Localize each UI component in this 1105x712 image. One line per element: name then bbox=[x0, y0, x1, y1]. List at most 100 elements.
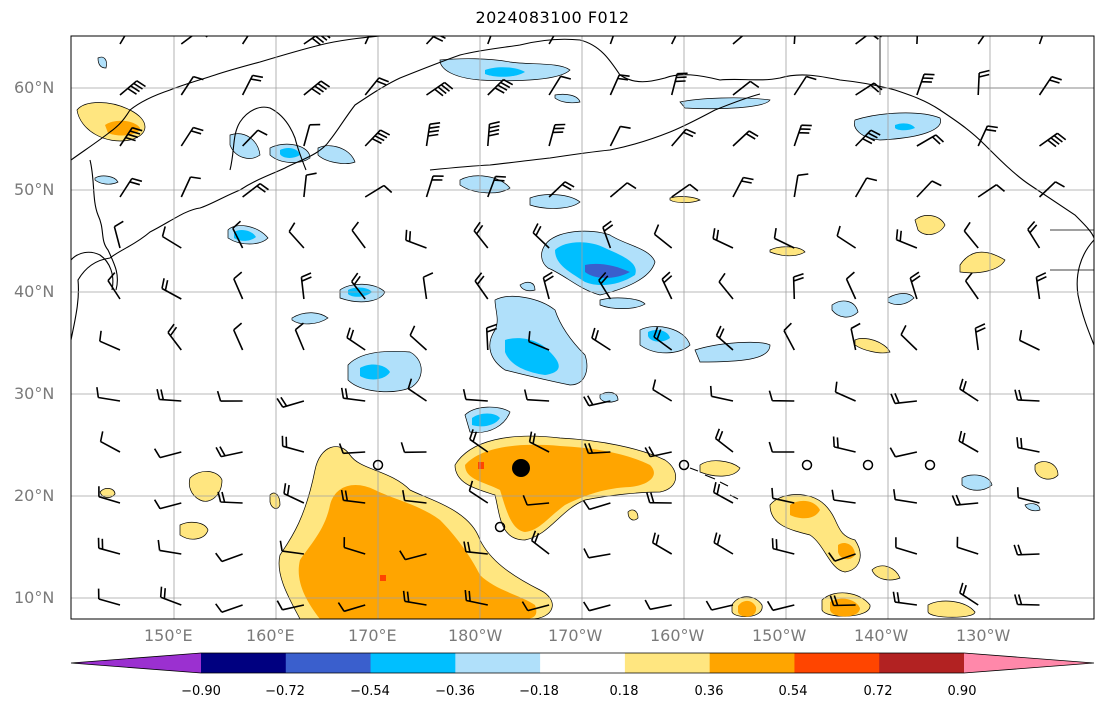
wind-barb bbox=[279, 540, 305, 555]
wind-barb bbox=[909, 271, 921, 300]
negative-region-strong bbox=[505, 338, 559, 375]
map-title: 2024083100 F012 bbox=[475, 8, 630, 27]
negative-region bbox=[94, 175, 119, 185]
wind-barb bbox=[351, 272, 366, 300]
wind-barb bbox=[276, 600, 305, 611]
wind-barb bbox=[773, 227, 795, 249]
positive-region bbox=[854, 338, 891, 354]
wind-barb bbox=[180, 126, 204, 147]
wind-barb bbox=[712, 482, 734, 504]
wind-barb bbox=[653, 224, 673, 249]
wind-barb bbox=[850, 322, 861, 351]
positive-region bbox=[927, 600, 976, 618]
wind-barb bbox=[464, 590, 488, 606]
wind-barb bbox=[1014, 594, 1040, 606]
wind-barb bbox=[523, 389, 550, 402]
wind-barb bbox=[958, 430, 979, 453]
wind-barb bbox=[463, 541, 488, 555]
positive-region-strong bbox=[790, 500, 820, 519]
negative-region bbox=[554, 93, 581, 104]
wind-barb bbox=[768, 441, 795, 453]
negative-region bbox=[887, 293, 915, 305]
wind-barb bbox=[119, 80, 146, 96]
calm-marker bbox=[678, 459, 690, 471]
wind-barb bbox=[161, 278, 182, 300]
positive-region bbox=[269, 492, 281, 509]
lat-label: 60°N bbox=[14, 78, 55, 97]
negative-region bbox=[961, 474, 993, 491]
wind-barb bbox=[156, 389, 182, 402]
wind-barb bbox=[671, 183, 699, 198]
wind-barb bbox=[343, 537, 366, 555]
wind-barb bbox=[652, 379, 673, 402]
lat-label: 20°N bbox=[14, 486, 55, 505]
wind-barb bbox=[338, 443, 366, 455]
calm-marker bbox=[801, 459, 813, 471]
coastline-okhotsk bbox=[71, 36, 381, 161]
wind-barb bbox=[241, 74, 264, 96]
wind-barb bbox=[582, 500, 611, 511]
negative-region bbox=[599, 297, 646, 309]
wind-barb bbox=[583, 548, 611, 559]
positive-region bbox=[188, 471, 223, 502]
wind-barb bbox=[113, 220, 124, 249]
colorbar-segment bbox=[370, 653, 456, 673]
colorbar-label: 0.90 bbox=[947, 684, 977, 699]
negative-region bbox=[317, 145, 356, 164]
coastline-sakhalin bbox=[89, 159, 118, 291]
wind-barb bbox=[157, 539, 182, 555]
wind-barb bbox=[422, 272, 434, 300]
wind-barb bbox=[399, 550, 427, 561]
wind-barb bbox=[609, 74, 630, 96]
wind-barb bbox=[487, 78, 514, 96]
lat-label: 30°N bbox=[14, 384, 55, 403]
wind-barb bbox=[771, 538, 795, 555]
wind-barb bbox=[793, 75, 817, 96]
wind-barb bbox=[276, 396, 305, 408]
wind-barb bbox=[713, 532, 734, 555]
coastline-hawaii bbox=[689, 467, 739, 500]
lon-label: 170°W bbox=[548, 626, 603, 645]
wind-barb bbox=[364, 129, 391, 147]
wind-barb bbox=[1016, 437, 1040, 453]
coastline-japan bbox=[71, 251, 114, 291]
wind-barb bbox=[521, 601, 550, 612]
positive-region bbox=[627, 509, 639, 521]
wind-barb bbox=[916, 36, 919, 45]
wind-barb bbox=[426, 81, 454, 97]
wind-barb bbox=[161, 226, 182, 249]
wind-barb bbox=[855, 82, 883, 96]
colorbar-label: −0.18 bbox=[519, 684, 559, 699]
wind-barb bbox=[651, 532, 673, 555]
wind-barb bbox=[793, 173, 809, 198]
negative-region-core bbox=[585, 263, 630, 278]
positive-region-core bbox=[478, 462, 484, 469]
wind-barb bbox=[583, 601, 611, 612]
wind-barb bbox=[1039, 132, 1067, 148]
positive-region-core bbox=[380, 575, 386, 581]
coastline-kamchatka bbox=[229, 106, 307, 171]
wind-barb bbox=[768, 390, 795, 402]
wind-barb bbox=[216, 390, 243, 402]
wind-barb bbox=[609, 36, 615, 45]
wind-barb bbox=[402, 590, 427, 606]
wind-barb bbox=[487, 121, 500, 147]
wind-barb bbox=[99, 330, 121, 351]
positive-region bbox=[699, 460, 741, 477]
colorbar-label: −0.54 bbox=[350, 684, 390, 699]
wind-barb bbox=[854, 177, 878, 198]
wind-barb bbox=[528, 431, 550, 453]
wind-barb bbox=[890, 392, 917, 405]
wind-barb bbox=[99, 431, 121, 453]
coastline-aleutians bbox=[429, 93, 761, 171]
positive-region bbox=[871, 565, 901, 581]
wind-barb bbox=[916, 180, 942, 198]
wind-barb bbox=[215, 603, 243, 613]
wind-barb bbox=[242, 129, 268, 147]
wind-barb bbox=[153, 499, 182, 510]
wind-barb bbox=[294, 322, 305, 351]
wind-barb bbox=[671, 128, 696, 147]
colorbar-label: −0.90 bbox=[181, 684, 221, 699]
wind-barb bbox=[232, 220, 244, 249]
